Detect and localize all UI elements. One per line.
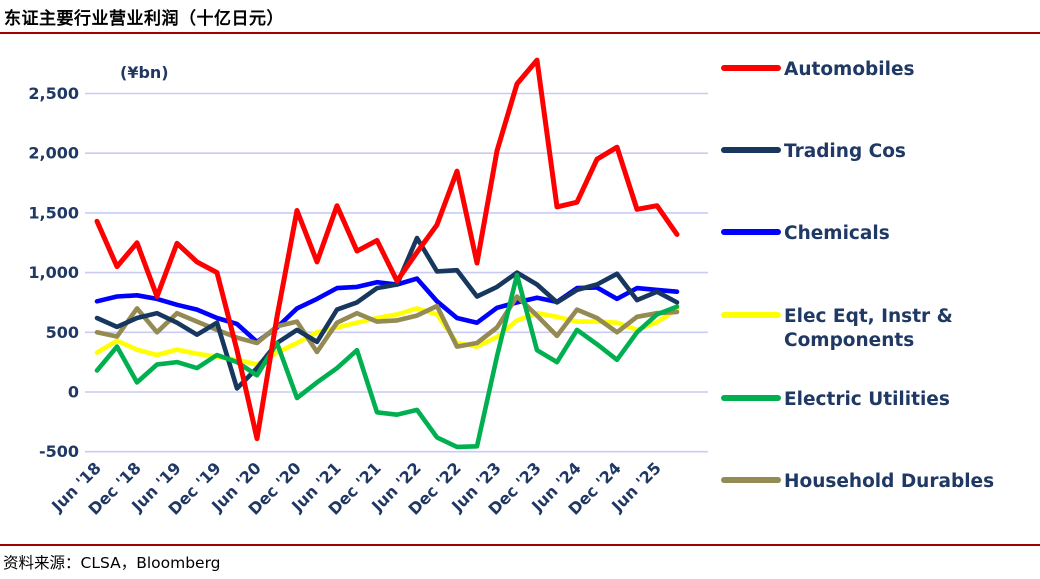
legend-item-elec-eqt-instr-components: Elec Eqt, Instr & Components <box>721 306 953 351</box>
legend-label-automobiles: Automobiles <box>784 59 915 80</box>
y-tick-label--500: -500 <box>39 442 79 461</box>
y-tick-label-2500: 2,500 <box>28 84 79 103</box>
y-tick-label-0: 0 <box>68 383 79 402</box>
legend-label-chemicals: Chemicals <box>784 223 890 244</box>
series-lines <box>94 57 680 450</box>
legend-label-elec-eqt-instr-components: Elec Eqt, Instr & Components <box>784 306 953 351</box>
legend-item-household-durables: Household Durables <box>721 471 994 492</box>
legend-item-electric-utilities: Electric Utilities <box>721 389 950 410</box>
series-trading-cos-line <box>94 235 680 391</box>
axis-unit-label: (¥bn) <box>120 63 169 82</box>
legend-item-trading-cos: Trading Cos <box>721 141 906 162</box>
series-automobiles-line <box>94 57 680 442</box>
legend-label-electric-utilities: Electric Utilities <box>784 389 950 410</box>
y-tick-label-500: 500 <box>46 323 79 342</box>
footer-rule <box>0 544 1040 546</box>
legend-label-household-durables: Household Durables <box>784 471 994 492</box>
source-note: 资料来源：CLSA，Bloomberg <box>3 554 221 572</box>
chart-legend: Automobiles Trading Cos Chemicals Elec Eqt,… <box>721 59 994 492</box>
figure-title: 东证主要行业营业利润（十亿日元） <box>4 9 284 29</box>
y-axis-tick-labels: 2,500 2,000 1,500 1,000 500 0 -500 <box>28 84 79 461</box>
legend-label-trading-cos: Trading Cos <box>784 141 906 162</box>
legend-item-chemicals: Chemicals <box>721 223 890 244</box>
y-tick-label-1500: 1,500 <box>28 203 79 222</box>
y-tick-label-2000: 2,000 <box>28 144 79 163</box>
legend-item-automobiles: Automobiles <box>721 59 915 80</box>
series-household-durables-line <box>94 294 680 355</box>
y-tick-label-1000: 1,000 <box>28 263 79 282</box>
series-elec-eqt-instr-components-line <box>94 306 680 367</box>
title-rule <box>0 32 1040 34</box>
series-electric-utilities-line <box>94 272 680 450</box>
